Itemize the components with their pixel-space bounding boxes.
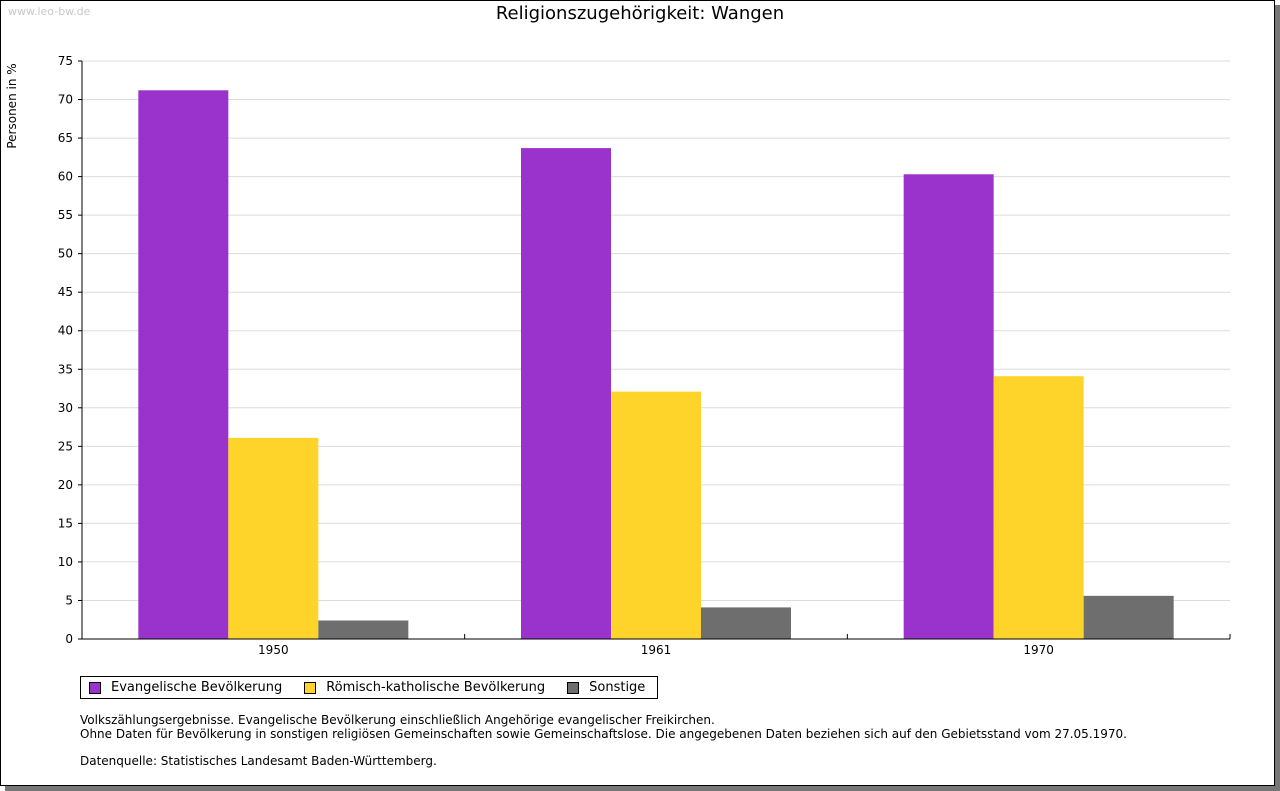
x-tick-label: 1961 — [641, 643, 672, 657]
legend-item: Evangelische Bevölkerung — [89, 680, 282, 695]
y-tick-label: 25 — [58, 439, 73, 453]
x-tick-labels: 1950 1961 1970 — [258, 643, 1054, 657]
x-tick-label: 1950 — [258, 643, 289, 657]
bar-1961-2 — [611, 391, 701, 639]
legend: Evangelische Bevölkerung Römisch-katholis… — [80, 676, 659, 699]
y-tick-label: 40 — [58, 324, 73, 338]
legend-label: Römisch-katholische Bevölkerung — [326, 680, 546, 695]
bar-1970-1 — [903, 174, 994, 639]
note-line-2: Ohne Daten für Bevölkerung in sonstigen … — [80, 727, 1127, 741]
axes — [78, 60, 1231, 640]
y-axis-label: Personen in % — [5, 63, 19, 148]
legend-item: Römisch-katholische Bevölkerung — [304, 680, 545, 695]
bar-1950-2 — [228, 437, 319, 639]
legend-item: Sonstige — [567, 680, 645, 695]
note-line-1: Volkszählungsergebnisse. Evangelische Be… — [80, 713, 715, 727]
legend-swatch — [304, 681, 317, 694]
y-tick-label: 50 — [58, 247, 73, 261]
chart-title: Religionszugehörigkeit: Wangen — [495, 3, 785, 24]
y-tick-labels: 0 5 10 15 20 25 30 35 40 45 50 55 60 65 70 75 — [58, 54, 73, 646]
y-tick-label: 35 — [58, 362, 73, 376]
legend-label: Sonstige — [589, 680, 646, 695]
bar-1950-1 — [138, 90, 229, 639]
y-tick-label: 45 — [58, 285, 73, 299]
bar-1970-3 — [1083, 595, 1174, 639]
data-source: Datenquelle: Statistisches Landesamt Bad… — [80, 754, 437, 768]
y-tick-label: 0 — [65, 632, 73, 646]
legend-swatch — [89, 681, 101, 694]
y-tick-label: 65 — [58, 131, 73, 145]
y-tick-label: 5 — [65, 593, 73, 607]
y-tick-label: 15 — [58, 516, 73, 530]
y-tick-label: 70 — [58, 93, 73, 107]
bar-1950-3 — [318, 620, 409, 639]
bars — [138, 90, 1174, 639]
chart-notes: Volkszählungsergebnisse. Evangelische Be… — [80, 713, 1127, 768]
y-tick-label: 20 — [58, 478, 73, 492]
y-tick-label: 55 — [58, 208, 73, 222]
y-tick-label: 60 — [58, 170, 73, 184]
bar-1970-2 — [993, 376, 1084, 639]
x-tick-label: 1970 — [1023, 643, 1054, 657]
bar-1961-1 — [521, 148, 611, 639]
legend-swatch — [567, 681, 580, 694]
bar-1961-3 — [701, 607, 791, 639]
y-tick-label: 75 — [58, 54, 73, 68]
legend-label: Evangelische Bevölkerung — [111, 680, 283, 695]
y-tick-label: 30 — [58, 401, 73, 415]
watermark: www.leo-bw.de — [8, 5, 91, 18]
y-tick-label: 10 — [58, 555, 73, 569]
